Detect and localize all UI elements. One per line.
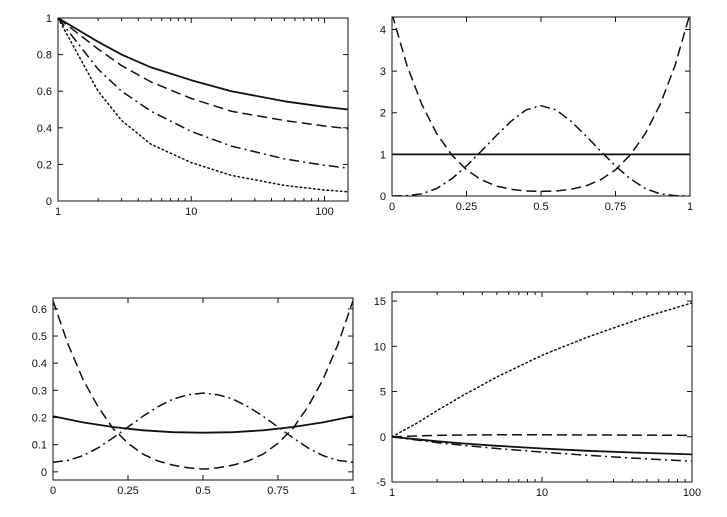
- y-tick-label: 0.8: [37, 50, 52, 62]
- x-tick-label: 0: [50, 485, 56, 497]
- x-tick-label: 0.75: [267, 485, 288, 497]
- series-line-dashdot: [53, 392, 353, 464]
- series-line-dashdot: [392, 104, 690, 196]
- y-tick-label: 10: [374, 341, 386, 353]
- y-tick-label: 0.6: [32, 304, 47, 316]
- series-line-dashed: [53, 300, 353, 470]
- y-tick-label: 2: [380, 108, 386, 120]
- series-line-dashed: [58, 18, 348, 130]
- plot-frame: [52, 297, 354, 481]
- x-tick-label: 10: [185, 206, 197, 218]
- x-tick-label: 0: [389, 201, 395, 213]
- x-tick-label: 100: [683, 487, 701, 499]
- panel-2: 0 0.25 0.5 0.75 1 0 1 2 3 4: [380, 16, 693, 213]
- x-tick-label: 0.5: [533, 201, 548, 213]
- series-line-solid: [58, 18, 348, 111]
- series-line-dashed: [392, 17, 690, 193]
- y-tick-label: 0: [41, 467, 47, 479]
- y-tick-label: -5: [376, 477, 386, 489]
- series-line-dotted: [58, 18, 348, 193]
- plot-frame: [391, 16, 691, 197]
- panel-1: 1 10 100 0 0.2 0.4 0.6 0.8 1: [37, 13, 349, 218]
- y-tick-label: 0.2: [37, 159, 52, 171]
- series-line-solid: [53, 415, 353, 434]
- series-line-solid: [392, 435, 692, 456]
- y-tick-label: 0.1: [32, 440, 47, 452]
- y-tick-label: 3: [380, 66, 386, 78]
- series-line-dashdot: [392, 436, 692, 462]
- x-tick-label: 0.75: [605, 201, 626, 213]
- x-tick-label: 0.25: [456, 201, 477, 213]
- y-tick-label: 4: [380, 24, 386, 36]
- y-tick-label: 0.6: [37, 86, 52, 98]
- y-tick-label: 0: [380, 432, 386, 444]
- y-tick-label: 5: [380, 387, 386, 399]
- panel-3: 0 0.25 0.5 0.75 1 0 0.1 0.2 0.3 0.4 0.5 0.6: [32, 297, 356, 497]
- y-tick-label: 0.5: [32, 331, 47, 343]
- x-tick-label: 100: [315, 206, 333, 218]
- y-tick-label: 1: [380, 149, 386, 161]
- x-tick-label: 1: [55, 206, 61, 218]
- x-tick-label: 10: [536, 487, 548, 499]
- y-tick-label: 1: [46, 13, 52, 25]
- y-tick-label: 0.4: [32, 358, 47, 370]
- panel-4: 1 10 100 -5 0 5 10 15: [374, 291, 701, 499]
- y-tick-label: 0.3: [32, 385, 47, 397]
- plot-frame: [57, 17, 349, 202]
- x-tick-label: 0.5: [195, 485, 210, 497]
- x-tick-label: 1: [687, 201, 693, 213]
- x-tick-label: 1: [389, 487, 395, 499]
- x-tick-label: 1: [350, 485, 356, 497]
- x-tick-label: 0.25: [117, 485, 138, 497]
- series-line-dashdot: [58, 18, 348, 169]
- series-line-dotted: [392, 302, 692, 438]
- y-tick-label: 0: [380, 191, 386, 203]
- y-tick-label: 0: [46, 196, 52, 208]
- y-tick-label: 15: [374, 296, 386, 308]
- series-line-dashed: [392, 434, 692, 438]
- y-tick-label: 0.2: [32, 413, 47, 425]
- y-tick-label: 0.4: [37, 123, 52, 135]
